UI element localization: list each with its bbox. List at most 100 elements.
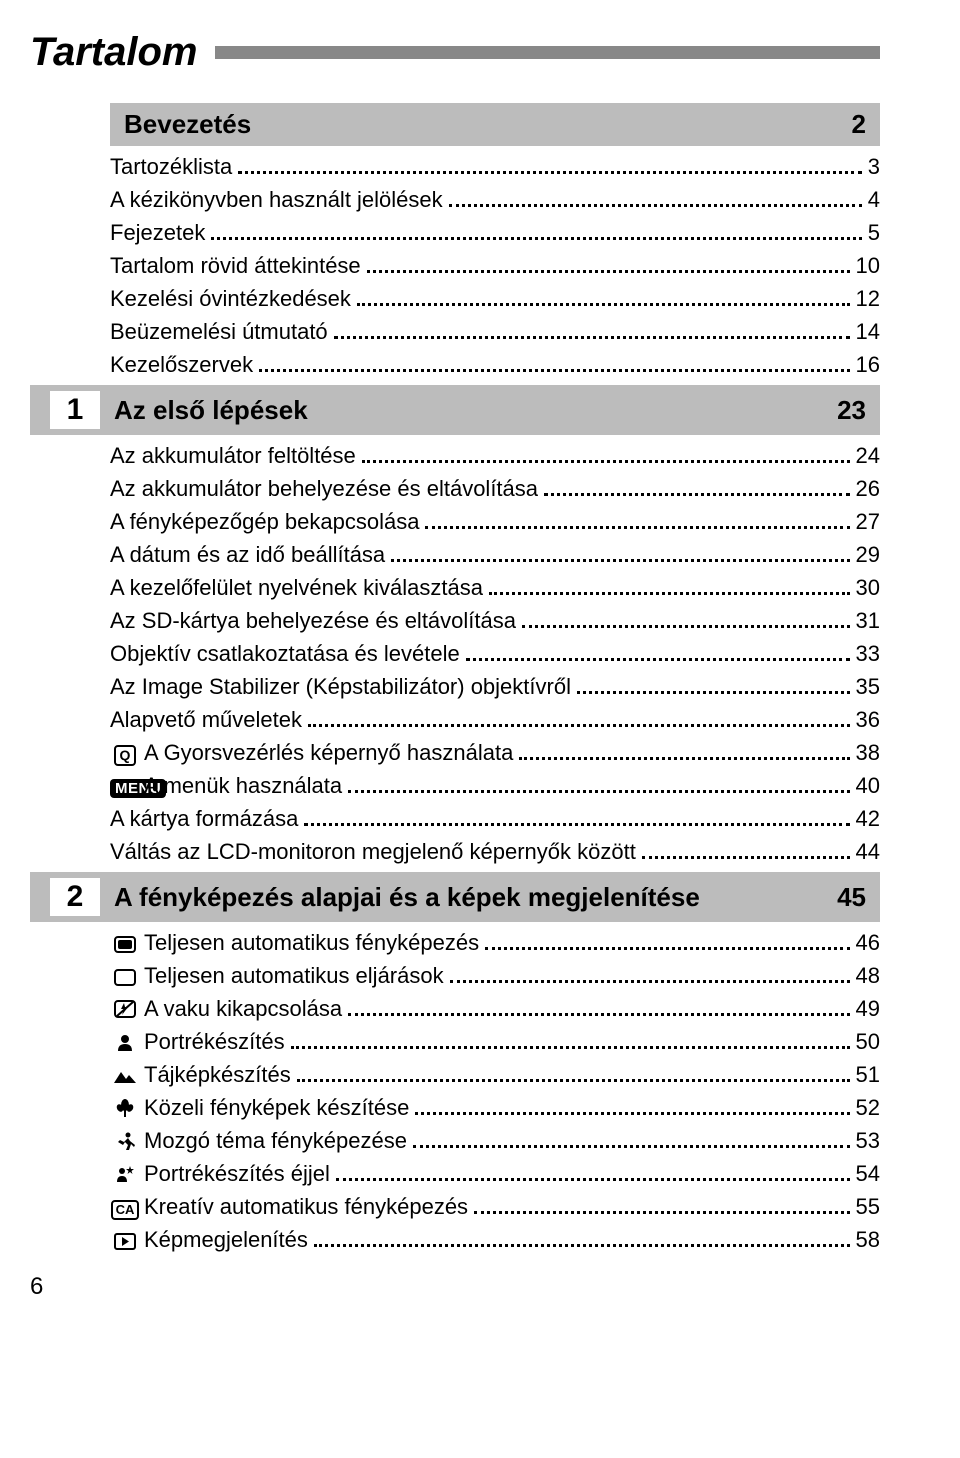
dot-leader: [304, 823, 849, 826]
toc-entry-page: 10: [856, 253, 880, 279]
toc-entry: Kezelőszervek16: [110, 352, 880, 378]
section-title: A fényképezés alapjai és a képek megjele…: [114, 882, 837, 913]
toc-entry-label: Az Image Stabilizer (Képstabilizátor) ob…: [110, 674, 571, 700]
section-page: 45: [837, 882, 866, 913]
section-page: 23: [837, 395, 866, 426]
toc-entry-label: Képmegjelenítés: [144, 1227, 308, 1253]
toc-entry: Teljesen automatikus fényképezés 46: [110, 930, 880, 956]
toc-entry: CA Kreatív automatikus fényképezés55: [110, 1194, 880, 1220]
toc-entry-page: 27: [856, 509, 880, 535]
chapter-number: 2: [50, 878, 100, 916]
sports-icon: [110, 1131, 140, 1154]
toc-entry-page: 50: [856, 1029, 880, 1055]
toc-entry-label: A dátum és az idő beállítása: [110, 542, 385, 568]
page-title-row: Tartalom: [30, 30, 880, 75]
toc-entry-label: Portrékészítés éjjel: [144, 1161, 330, 1187]
toc-entry-page: 48: [856, 963, 880, 989]
dot-leader: [314, 1244, 850, 1247]
ca-icon: CA: [110, 1197, 140, 1220]
toc-entry-page: 31: [856, 608, 880, 634]
toc-entry: Váltás az LCD-monitoron megjelenő képern…: [110, 839, 880, 865]
chapter-number: 1: [50, 391, 100, 429]
landscape-icon: [110, 1065, 140, 1088]
toc-entry-page: 44: [856, 839, 880, 865]
toc-entry: Tartozéklista3: [110, 154, 880, 180]
dot-leader: [259, 369, 849, 372]
toc-entry-label: A kártya formázása: [110, 806, 298, 832]
play-icon: [110, 1230, 140, 1253]
dot-leader: [466, 658, 850, 661]
toc-entry-page: 30: [856, 575, 880, 601]
toc-entry-label: Teljesen automatikus fényképezés: [144, 930, 479, 956]
toc-entry: Az akkumulátor feltöltése24: [110, 443, 880, 469]
dot-leader: [357, 303, 850, 306]
dot-leader: [415, 1112, 849, 1115]
dot-leader: [544, 493, 850, 496]
toc-entry-page: 26: [856, 476, 880, 502]
toc-entry-page: 5: [868, 220, 880, 246]
dot-leader: [449, 204, 862, 207]
toc-entry: Portrékészítés 50: [110, 1029, 880, 1055]
toc-entry: Képmegjelenítés 58: [110, 1227, 880, 1253]
toc-entry-label: Az akkumulátor behelyezése és eltávolítá…: [110, 476, 538, 502]
section-title: Az első lépések: [114, 395, 837, 426]
toc-entry-page: 12: [856, 286, 880, 312]
toc-entry-label: Fejezetek: [110, 220, 205, 246]
toc-entry-label: Teljesen automatikus eljárások: [144, 963, 444, 989]
toc-entry: Alapvető műveletek36: [110, 707, 880, 733]
toc-entry-page: 53: [856, 1128, 880, 1154]
dot-leader: [297, 1079, 850, 1082]
toc-entry-label: A menük használata: [144, 773, 342, 799]
portrait-icon: [110, 1032, 140, 1055]
dot-leader: [522, 625, 850, 628]
toc-entry-label: A vaku kikapcsolása: [144, 996, 342, 1022]
night-portrait-icon: [110, 1164, 140, 1187]
toc-entry-label: A Gyorsvezérlés képernyő használata: [144, 740, 513, 766]
toc-entry: MENU A menük használata 40: [110, 773, 880, 799]
toc-entry-label: Portrékészítés: [144, 1029, 285, 1055]
dot-leader: [474, 1211, 849, 1214]
toc-entry-page: 40: [856, 773, 880, 799]
toc-entry: Az akkumulátor behelyezése és eltávolítá…: [110, 476, 880, 502]
toc-entry-label: Váltás az LCD-monitoron megjelenő képern…: [110, 839, 636, 865]
toc-entry-label: Mozgó téma fényképezése: [144, 1128, 407, 1154]
toc-entry-page: 46: [856, 930, 880, 956]
section-page: 2: [852, 109, 866, 140]
toc-entry: Tartalom rövid áttekintése10: [110, 253, 880, 279]
dot-leader: [450, 980, 850, 983]
dot-leader: [413, 1145, 850, 1148]
page-title: Tartalom: [30, 30, 197, 75]
toc-entry-page: 54: [856, 1161, 880, 1187]
dot-leader: [577, 691, 850, 694]
dot-leader: [519, 757, 849, 760]
toc-entry: Fejezetek 5: [110, 220, 880, 246]
dot-leader: [238, 171, 861, 174]
dot-leader: [425, 526, 849, 529]
toc-entry: A dátum és az idő beállítása29: [110, 542, 880, 568]
dot-leader: [367, 270, 850, 273]
toc-entry-page: 52: [856, 1095, 880, 1121]
toc-entry-label: Közeli fényképek készítése: [144, 1095, 409, 1121]
toc-entry: Teljesen automatikus eljárások 48: [110, 963, 880, 989]
toc-entry: Kezelési óvintézkedések 12: [110, 286, 880, 312]
toc-entry: Az Image Stabilizer (Képstabilizátor) ob…: [110, 674, 880, 700]
dot-leader: [308, 724, 850, 727]
menu-icon: MENU: [110, 776, 140, 799]
section-title: Bevezetés: [124, 109, 852, 140]
toc-entry-label: Kezelési óvintézkedések: [110, 286, 351, 312]
toc-entry: Az SD-kártya behelyezése és eltávolítása…: [110, 608, 880, 634]
dot-leader: [485, 947, 849, 950]
toc-entry: Q A Gyorsvezérlés képernyő használata38: [110, 740, 880, 766]
dot-leader: [489, 592, 850, 595]
toc-entry: Mozgó téma fényképezése 53: [110, 1128, 880, 1154]
toc-entry-page: 42: [856, 806, 880, 832]
toc-entry: A kártya formázása 42: [110, 806, 880, 832]
dot-leader: [348, 790, 849, 793]
dot-leader: [642, 856, 850, 859]
toc-entry-page: 49: [856, 996, 880, 1022]
toc-entry-page: 58: [856, 1227, 880, 1253]
section-header: 1 Az első lépések23: [30, 385, 880, 435]
section-header: 2 A fényképezés alapjai és a képek megjel…: [30, 872, 880, 922]
macro-icon: [110, 1098, 140, 1121]
dot-leader: [391, 559, 849, 562]
